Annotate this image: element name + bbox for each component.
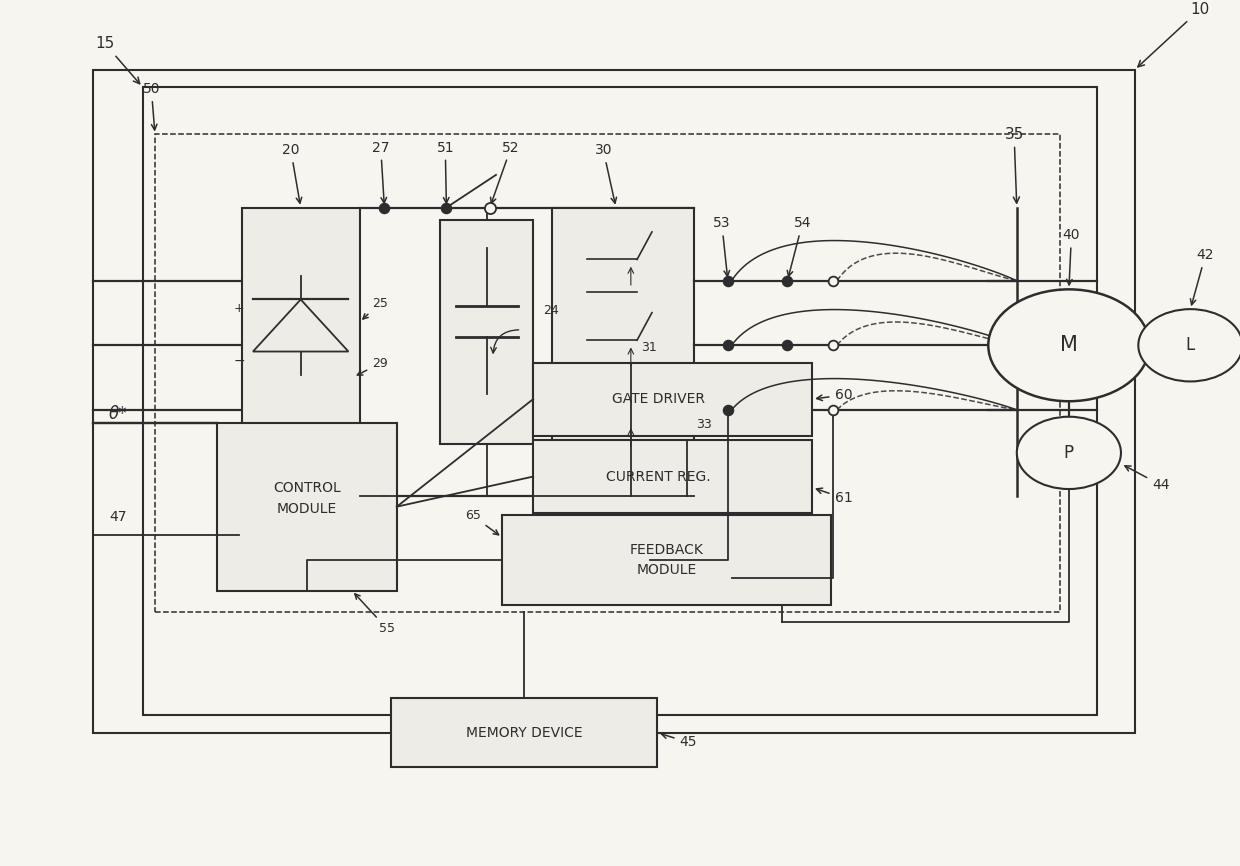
Bar [533, 440, 812, 514]
Text: P: P [1064, 444, 1074, 462]
Text: 60: 60 [817, 388, 852, 402]
Text: 54: 54 [787, 216, 811, 276]
Circle shape [988, 289, 1149, 401]
Bar [143, 87, 1097, 715]
Bar [502, 515, 831, 605]
Text: 33: 33 [697, 418, 712, 431]
Bar [242, 208, 360, 496]
Circle shape [1017, 417, 1121, 489]
Text: 61: 61 [816, 488, 852, 505]
Text: MEMORY DEVICE: MEMORY DEVICE [465, 726, 583, 740]
Text: L: L [1185, 336, 1195, 354]
Text: 30: 30 [595, 143, 616, 204]
Bar [533, 363, 812, 436]
Text: 10: 10 [1138, 2, 1210, 67]
Text: 25: 25 [363, 296, 388, 319]
Text: 47: 47 [109, 510, 126, 525]
Text: 40: 40 [1063, 229, 1080, 285]
Bar [552, 208, 694, 496]
Text: 55: 55 [355, 594, 394, 635]
Circle shape [1138, 309, 1240, 381]
Text: CONTROL
MODULE: CONTROL MODULE [273, 481, 341, 515]
Text: +: + [234, 302, 244, 315]
Text: 24: 24 [543, 304, 559, 317]
Text: 65: 65 [465, 509, 498, 535]
Text: CURRENT REG.: CURRENT REG. [606, 469, 711, 483]
Text: −: − [233, 354, 246, 368]
Text: 53: 53 [713, 216, 730, 276]
Text: 27: 27 [372, 140, 389, 204]
Text: 35: 35 [1004, 126, 1024, 204]
Text: 31: 31 [641, 341, 656, 354]
Text: 29: 29 [357, 357, 388, 375]
Text: 42: 42 [1190, 249, 1214, 305]
Text: θ*: θ* [109, 405, 126, 423]
Text: 50: 50 [143, 82, 160, 130]
Text: 44: 44 [1125, 466, 1169, 492]
Bar [93, 70, 1135, 733]
Text: 52: 52 [491, 140, 520, 204]
Text: 20: 20 [281, 143, 301, 204]
Text: FEEDBACK
MODULE: FEEDBACK MODULE [630, 543, 703, 577]
Text: M: M [1060, 335, 1078, 355]
Bar [440, 221, 533, 444]
Text: GATE DRIVER: GATE DRIVER [613, 392, 706, 406]
Text: 15: 15 [95, 36, 140, 84]
Text: 45: 45 [661, 733, 697, 749]
Bar [217, 423, 397, 591]
Bar [391, 698, 657, 767]
Bar [155, 134, 1060, 612]
Text: 51: 51 [436, 140, 454, 204]
